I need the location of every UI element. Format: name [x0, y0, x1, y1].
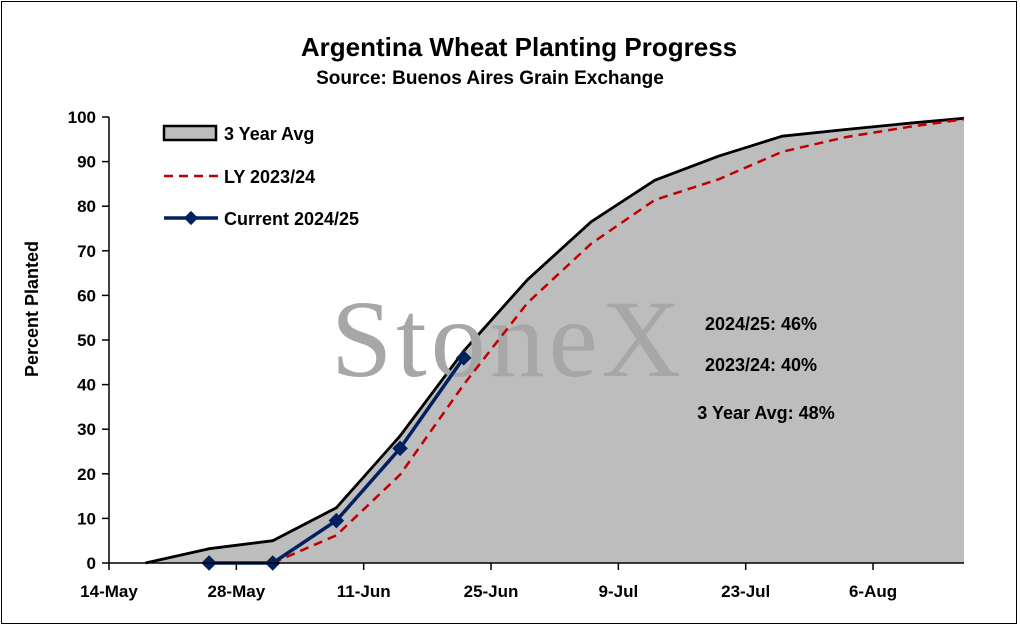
chart-title: Argentina Wheat Planting Progress: [301, 32, 737, 62]
current-point: [455, 350, 472, 366]
avg-area-fill: [145, 118, 964, 564]
legend-label-avg: 3 Year Avg: [224, 124, 314, 144]
y-tick-label: 20: [77, 465, 96, 484]
annotation-current: 2024/25: 46%: [705, 314, 817, 334]
x-tick-label: 28-May: [208, 582, 266, 601]
watermark: StoneX: [331, 278, 685, 400]
ly-series-layer: [272, 117, 965, 565]
y-ticks: 0 10 20 30 40 50 60 70 80 90 100: [68, 108, 109, 573]
x-tick-label: 11-Jun: [337, 582, 391, 601]
legend-marker-current: [183, 210, 199, 226]
chart-subtitle: Source: Buenos Aires Grain Exchange: [316, 68, 664, 89]
x-tick-label: 23-Jul: [721, 582, 770, 601]
y-tick-label: 10: [77, 509, 96, 528]
current-point: [328, 512, 345, 529]
y-tick-label: 30: [77, 420, 96, 439]
annotation-ly: 2023/24: 40%: [705, 355, 817, 375]
x-tick-label: 25-Jun: [464, 582, 519, 601]
annotation-avg: 3 Year Avg: 48%: [697, 403, 834, 423]
legend-item-current: Current 2024/25: [164, 209, 359, 229]
y-tick-label: 0: [87, 554, 96, 573]
y-tick-label: 60: [77, 286, 96, 305]
legend-label-current: Current 2024/25: [224, 209, 359, 229]
x-ticks: 14-May 28-May 11-Jun 25-Jun 9-Jul 23-Jul 6-Aug: [80, 563, 897, 601]
current-point: [392, 440, 408, 457]
y-tick-label: 80: [77, 197, 96, 216]
y-tick-label: 100: [68, 108, 96, 127]
legend: 3 Year Avg LY 2023/24 Current 2024/25: [162, 124, 359, 229]
x-tick-label: 14-May: [80, 582, 138, 601]
annotations: 2024/25: 46% 2023/24: 40% 3 Year Avg: 48…: [697, 314, 834, 423]
y-tick-label: 90: [77, 153, 96, 172]
x-tick-label: 9-Jul: [599, 582, 639, 601]
legend-label-ly: LY 2023/24: [224, 167, 315, 187]
y-tick-label: 40: [77, 376, 96, 395]
y-tick-label: 50: [77, 331, 96, 350]
ly-line: [272, 117, 965, 565]
y-axis-label: Percent Planted: [22, 241, 42, 377]
legend-item-avg: 3 Year Avg: [162, 124, 314, 144]
legend-swatch-avg: [162, 124, 218, 142]
x-tick-label: 6-Aug: [849, 582, 897, 601]
y-tick-label: 70: [77, 242, 96, 261]
legend-item-ly: LY 2023/24: [164, 167, 315, 187]
avg-area-layer: [145, 116, 965, 565]
avg-area-outline: [145, 116, 965, 565]
